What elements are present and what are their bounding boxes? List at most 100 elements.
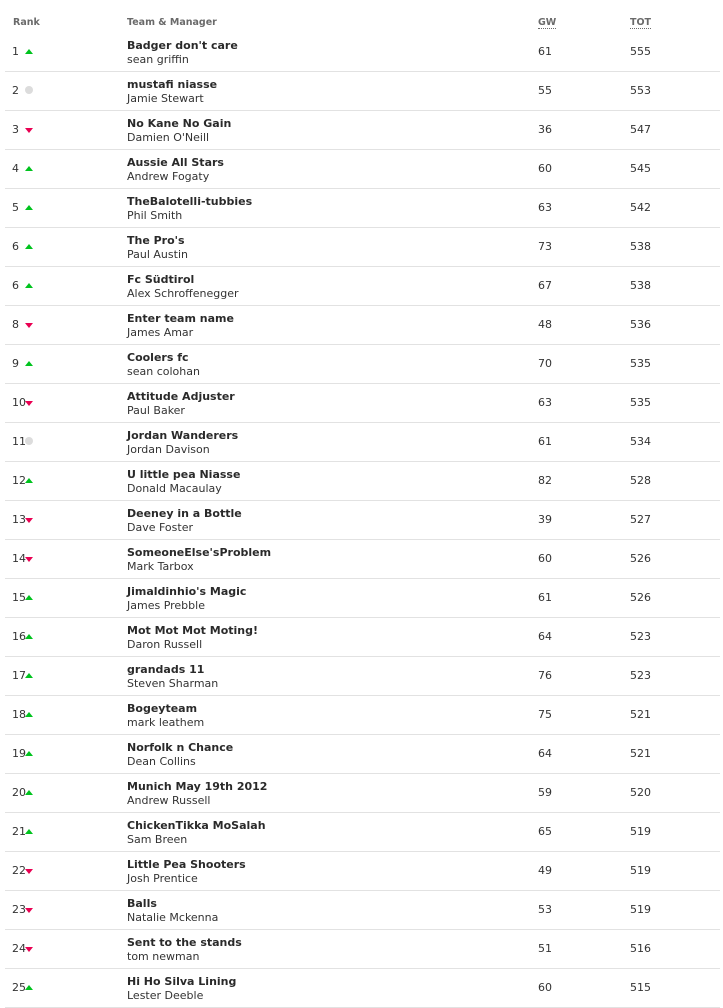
gw-points: 60: [538, 552, 552, 565]
gw-points: 60: [538, 162, 552, 175]
rank: 6: [12, 240, 19, 253]
total-points: 520: [630, 786, 651, 799]
table-row: 17 grandads 11 Steven Sharman 76 523: [5, 657, 720, 696]
total-points: 526: [630, 591, 651, 604]
gw-points: 64: [538, 747, 552, 760]
table-row: 4 Aussie All Stars Andrew Fogaty 60 545: [5, 150, 720, 189]
total-points: 526: [630, 552, 651, 565]
team-name-link[interactable]: Enter team name: [127, 312, 234, 325]
team-name-link[interactable]: Balls: [127, 897, 157, 910]
total-points: 519: [630, 825, 651, 838]
team-name-link[interactable]: U little pea Niasse: [127, 468, 241, 481]
team-name-link[interactable]: grandads 11: [127, 663, 205, 676]
gw-points: 65: [538, 825, 552, 838]
team-name-link[interactable]: ChickenTikka MoSalah: [127, 819, 266, 832]
rank: 18: [12, 708, 26, 721]
manager-name: James Amar: [127, 326, 194, 339]
team-name-link[interactable]: Bogeyteam: [127, 702, 198, 715]
rank: 23: [12, 903, 26, 916]
table-row: 20 Munich May 19th 2012 Andrew Russell 59 52…: [5, 774, 720, 813]
total-points: 521: [630, 747, 651, 760]
arrow-up-icon: [25, 166, 33, 171]
team-name-link[interactable]: mustafi niasse: [127, 78, 218, 91]
arrow-up-icon: [25, 595, 33, 600]
manager-name: Dean Collins: [127, 755, 196, 768]
rank: 14: [12, 552, 26, 565]
gw-points: 51: [538, 942, 552, 955]
table-header: Rank Team & Manager GW TOT: [5, 0, 720, 33]
gw-points: 76: [538, 669, 552, 682]
team-name-link[interactable]: SomeoneElse'sProblem: [127, 546, 272, 559]
rank: 13: [12, 513, 26, 526]
table-row: 21 ChickenTikka MoSalah Sam Breen 65 519: [5, 813, 720, 852]
team-name-link[interactable]: Hi Ho Silva Lining: [127, 975, 237, 988]
total-points: 523: [630, 669, 651, 682]
team-name-link[interactable]: Norfolk n Chance: [127, 741, 234, 754]
team-name-link[interactable]: Jordan Wanderers: [127, 429, 239, 442]
manager-name: Alex Schroffenegger: [127, 287, 239, 300]
arrow-up-icon: [25, 829, 33, 834]
team-name-link[interactable]: Aussie All Stars: [127, 156, 224, 169]
gw-points: 59: [538, 786, 552, 799]
table-row: 11 Jordan Wanderers Jordan Davison 61 534: [5, 423, 720, 462]
gw-points: 48: [538, 318, 552, 331]
manager-name: James Prebble: [127, 599, 205, 612]
gw-points: 64: [538, 630, 552, 643]
table-row: 1 Badger don't care sean griffin 61 555: [5, 33, 720, 72]
table-row: 9 Coolers fc sean colohan 70 535: [5, 345, 720, 384]
rank: 2: [12, 84, 19, 97]
team-name-link[interactable]: Sent to the stands: [127, 936, 242, 949]
tot-header[interactable]: TOT: [630, 17, 652, 29]
arrow-up-icon: [25, 673, 33, 678]
team-name-link[interactable]: Mot Mot Mot Moting!: [127, 624, 259, 637]
table-row: 18 Bogeyteam mark leathem 75 521: [5, 696, 720, 735]
rank: 6: [12, 279, 19, 292]
manager-name: Paul Austin: [127, 248, 188, 261]
table-row: 22 Little Pea Shooters Josh Prentice 49 519: [5, 852, 720, 891]
rank: 9: [12, 357, 19, 370]
total-points: 521: [630, 708, 651, 721]
team-name-link[interactable]: No Kane No Gain: [127, 117, 232, 130]
arrow-up-icon: [25, 361, 33, 366]
team-name-link[interactable]: The Pro's: [127, 234, 185, 247]
table-row: 19 Norfolk n Chance Dean Collins 64 521: [5, 735, 720, 774]
team-manager-header: Team & Manager: [127, 17, 217, 28]
team-name-link[interactable]: Jimaldinhio's Magic: [127, 585, 247, 598]
rank: 16: [12, 630, 26, 643]
team-name-link[interactable]: Fc Südtirol: [127, 273, 195, 286]
gw-points: 60: [538, 981, 552, 994]
rank: 5: [12, 201, 19, 214]
gw-points: 53: [538, 903, 552, 916]
team-name-link[interactable]: Munich May 19th 2012: [127, 780, 268, 793]
team-name-link[interactable]: Coolers fc: [127, 351, 189, 364]
arrow-up-icon: [25, 244, 33, 249]
rank: 17: [12, 669, 26, 682]
manager-name: sean colohan: [127, 365, 200, 378]
arrow-up-icon: [25, 283, 33, 288]
manager-name: Daron Russell: [127, 638, 203, 651]
total-points: 535: [630, 357, 651, 370]
table-row: 24 Sent to the stands tom newman 51 516: [5, 930, 720, 969]
arrow-down-icon: [25, 869, 33, 874]
team-name-link[interactable]: Badger don't care: [127, 39, 238, 52]
total-points: 536: [630, 318, 651, 331]
team-name-link[interactable]: Attitude Adjuster: [127, 390, 235, 403]
rank: 22: [12, 864, 26, 877]
gw-header[interactable]: GW: [538, 17, 557, 29]
total-points: 538: [630, 279, 651, 292]
manager-name: Sam Breen: [127, 833, 188, 846]
gw-points: 36: [538, 123, 552, 136]
total-points: 515: [630, 981, 651, 994]
team-name-link[interactable]: Deeney in a Bottle: [127, 507, 242, 520]
gw-points: 61: [538, 45, 552, 58]
total-points: 534: [630, 435, 651, 448]
team-name-link[interactable]: TheBalotelli-tubbies: [127, 195, 253, 208]
table-row: 6 Fc Südtirol Alex Schroffenegger 67 538: [5, 267, 720, 306]
rank: 1: [12, 45, 19, 58]
team-name-link[interactable]: Little Pea Shooters: [127, 858, 246, 871]
table-row: 15 Jimaldinhio's Magic James Prebble 61 526: [5, 579, 720, 618]
rank: 20: [12, 786, 26, 799]
manager-name: Andrew Fogaty: [127, 170, 210, 183]
no-change-icon: [25, 86, 33, 94]
gw-points: 63: [538, 396, 552, 409]
